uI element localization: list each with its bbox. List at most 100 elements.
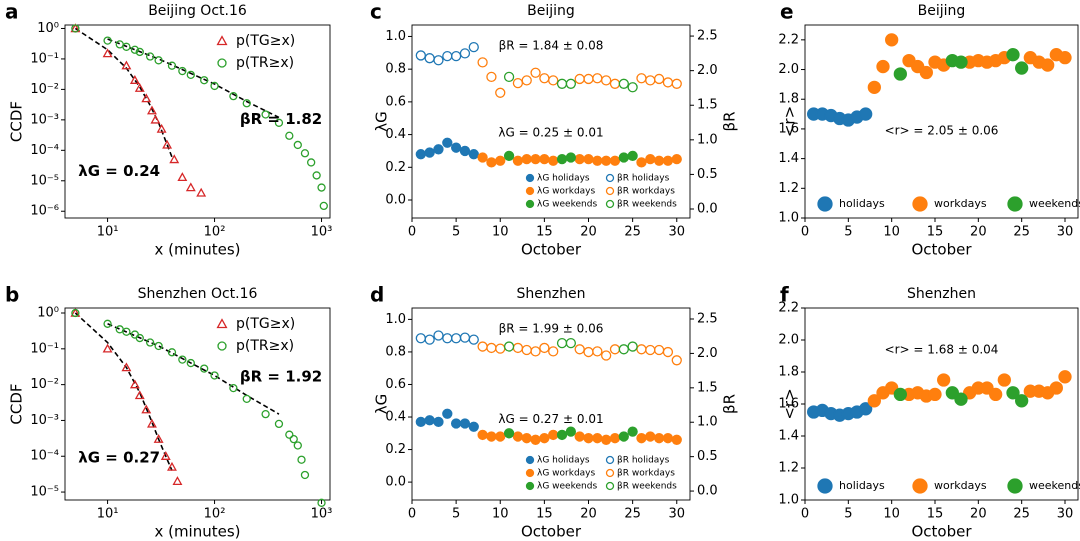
y-tick-label: 10⁻² [30, 377, 59, 392]
panel-letter: f [780, 283, 789, 307]
data-point [548, 75, 559, 86]
data-point [530, 346, 541, 357]
data-point [1058, 51, 1072, 65]
data-point [653, 433, 665, 444]
y-tick-label: 1.6 [778, 121, 799, 136]
legend-marker [525, 468, 535, 478]
data-point [574, 73, 585, 85]
data-point [521, 344, 532, 356]
y-tick-label: 0.8 [385, 344, 406, 359]
data-point [1015, 394, 1029, 408]
data-point [293, 140, 302, 150]
y-tick-label: 1.2 [778, 461, 799, 476]
data-point [468, 334, 479, 345]
x-axis-label: October [911, 523, 972, 541]
data-point [141, 404, 152, 414]
data-point [261, 409, 270, 419]
x-tick-label: 10¹ [97, 225, 119, 240]
data-point [671, 434, 682, 445]
data-point [609, 433, 621, 444]
data-point [486, 157, 497, 168]
data-point [433, 416, 444, 428]
data-point [548, 155, 559, 166]
x-tick-label: 15 [927, 507, 944, 522]
data-point [153, 433, 164, 443]
data-point [129, 75, 140, 84]
data-point [556, 78, 568, 89]
x-tick-label: 30 [668, 225, 685, 240]
panel: 0 5 10 15 20 25 30 1.0 1.2 1.4 1.6 1.8 2.0 2.2 holiday… [778, 283, 1080, 541]
data-point [130, 45, 140, 54]
data-point [442, 137, 453, 148]
data-point [415, 416, 426, 428]
data-point [627, 150, 638, 161]
legend-marker [817, 196, 833, 212]
plot-frame [804, 24, 1079, 219]
legend-label: λG workdays [537, 187, 595, 197]
data-point [548, 429, 559, 441]
data-point [317, 183, 326, 192]
legend-marker [605, 468, 615, 478]
y-tick-label: 10⁻² [30, 82, 59, 97]
panel-title: Beijing [918, 3, 966, 19]
x-tick-label: 25 [624, 225, 641, 240]
data-point [459, 418, 471, 429]
data-point [662, 77, 674, 88]
data-point [636, 73, 647, 84]
data-point [627, 82, 638, 93]
y2-tick-label: 2.0 [697, 346, 718, 361]
legend-label: holidays [839, 197, 885, 210]
data-point [178, 66, 187, 76]
y2-tick-label: 1.5 [697, 98, 718, 113]
data-point [618, 152, 629, 163]
plot-frame [411, 307, 691, 501]
x-tick-label: 15 [927, 225, 944, 240]
panel-letter: d [370, 283, 384, 307]
data-point [618, 344, 629, 355]
data-point [867, 394, 881, 408]
x-tick-label: 0 [408, 225, 416, 240]
y-tick-label: 1.0 [385, 312, 406, 327]
x-axis-label: October [521, 523, 582, 541]
legend-marker [216, 318, 228, 329]
panel: 10¹ 10² 10³ 10⁰ 10⁻¹ 10⁻² 10⁻³ 10⁻⁴ 10⁻⁵ 10⁻⁶ p(TG… [5, 0, 332, 259]
y-tick-label: 1.4 [778, 151, 799, 166]
data-point [653, 344, 665, 356]
legend-label: λG holidays [537, 456, 590, 466]
data-point [645, 75, 656, 86]
x-tick-label: 5 [452, 225, 460, 240]
data-point [433, 330, 444, 341]
data-point [1058, 370, 1072, 384]
panel-title: Shenzhen [517, 286, 586, 302]
data-point [317, 498, 326, 507]
data-point [583, 153, 594, 165]
legend-label: p(TR≥x) [236, 55, 294, 71]
data-point [129, 379, 140, 389]
y-tick-label: 1.2 [778, 181, 799, 196]
data-point [134, 82, 145, 92]
y-tick-label: 1.0 [778, 211, 799, 226]
data-point [178, 355, 187, 364]
data-point [1041, 58, 1055, 72]
data-point [928, 387, 942, 402]
legend-marker [217, 58, 227, 68]
data-point [477, 57, 488, 68]
y-tick-label: 1.0 [385, 29, 406, 44]
legend-label: p(TG≥x) [236, 33, 295, 49]
panel-title: Shenzhen [907, 286, 976, 302]
data-point [433, 144, 444, 155]
data-point [415, 149, 426, 160]
data-point [530, 67, 541, 78]
data-point [210, 371, 219, 380]
x-tick-label: 10 [492, 507, 509, 522]
y-tick-label: 0.6 [385, 94, 406, 109]
data-point [450, 333, 462, 344]
y-tick-label: 1.8 [778, 92, 799, 107]
y-tick-label: 10⁻¹ [30, 341, 59, 356]
data-point [167, 61, 177, 70]
data-point [645, 431, 656, 442]
data-point [433, 55, 444, 66]
x-tick-label: 30 [668, 507, 685, 522]
data-point [503, 341, 515, 352]
